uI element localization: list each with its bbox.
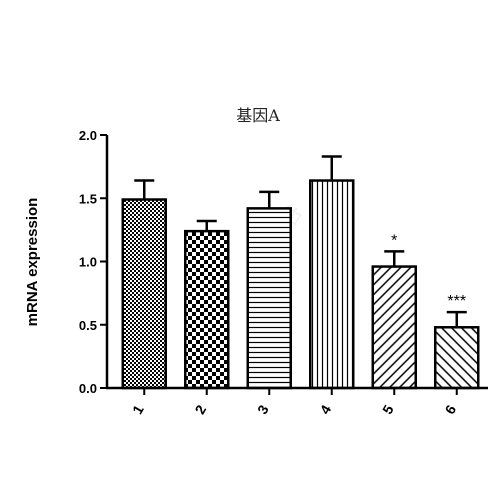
x-axis: 1 2 3 4 5 6 (106, 386, 488, 417)
x-tick-label: 6 (442, 402, 460, 417)
x-tick-label: 4 (317, 402, 335, 417)
bar (434, 326, 480, 390)
bar (309, 179, 355, 390)
x-tick-label: 5 (379, 402, 397, 417)
y-axis-label: mRNA expression (24, 198, 41, 327)
bars: **** (121, 155, 480, 390)
bar (246, 207, 292, 390)
y-tick-label: 1.5 (79, 191, 97, 206)
significance-label: *** (447, 293, 466, 310)
x-tick-label: 3 (254, 402, 272, 417)
y-axis: 0.0 0.5 1.0 1.5 2.0 (79, 128, 109, 396)
y-tick-label: 0.5 (79, 318, 97, 333)
y-tick-label: 1.0 (79, 255, 97, 270)
y-tick-label: 0.0 (79, 381, 97, 396)
bar (121, 198, 167, 390)
x-tick-label: 1 (129, 402, 147, 417)
bar (184, 229, 230, 390)
bar (371, 265, 417, 390)
chart-title: 基因A (236, 106, 280, 125)
significance-label: * (391, 232, 397, 249)
x-tick-label: 2 (192, 402, 210, 417)
y-tick-label: 2.0 (79, 128, 97, 143)
